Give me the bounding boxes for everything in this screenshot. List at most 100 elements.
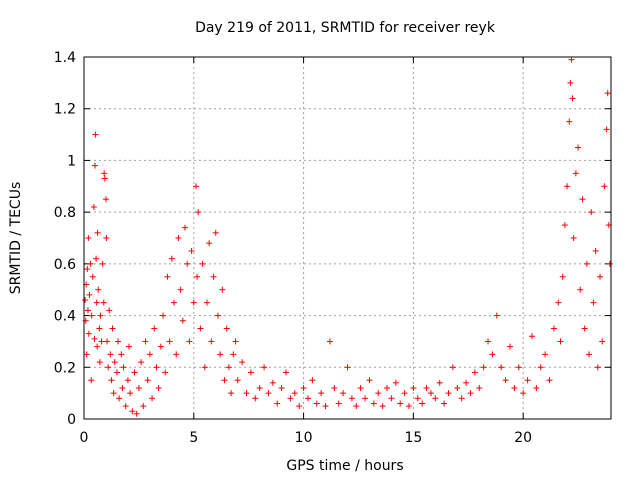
data-point — [104, 338, 111, 345]
data-point — [243, 390, 250, 397]
data-point — [105, 364, 112, 371]
data-point — [221, 377, 228, 384]
y-tick-label: 0.8 — [54, 205, 76, 221]
data-point — [127, 390, 134, 397]
data-point — [520, 390, 527, 397]
data-point — [88, 312, 95, 319]
data-point — [98, 338, 105, 345]
x-tick-label: 5 — [189, 430, 198, 446]
axis-ticks: 0 0.2 0.4 0.6 0.8 1 1.2 1.4 0 5 10 15 20 — [54, 50, 611, 446]
data-point — [436, 379, 443, 386]
data-point — [322, 403, 329, 410]
data-point — [569, 95, 576, 102]
data-point — [353, 403, 360, 410]
data-point — [454, 384, 461, 391]
data-point — [91, 162, 98, 169]
data-point — [463, 379, 470, 386]
data-point — [388, 395, 395, 402]
data-point — [171, 299, 178, 306]
data-point — [94, 229, 101, 236]
data-point — [84, 266, 91, 273]
data-point — [375, 390, 382, 397]
data-point — [225, 364, 232, 371]
data-point — [184, 260, 191, 267]
data-point — [210, 273, 217, 280]
data-point — [107, 351, 114, 358]
data-point — [485, 338, 492, 345]
data-point — [86, 291, 93, 298]
data-point — [85, 235, 92, 241]
data-point — [476, 384, 483, 391]
data-point — [175, 235, 182, 241]
data-point — [590, 299, 597, 306]
data-point — [287, 395, 294, 402]
data-point — [524, 377, 531, 384]
data-point — [592, 247, 599, 254]
data-point — [304, 395, 311, 402]
data-point — [480, 364, 487, 371]
data-point — [160, 312, 167, 319]
data-point — [144, 377, 151, 384]
data-point — [201, 364, 208, 371]
data-point — [555, 299, 562, 306]
data-point — [401, 390, 408, 397]
data-point — [142, 338, 149, 345]
data-point — [511, 384, 518, 391]
data-point — [561, 222, 568, 229]
data-point — [594, 364, 601, 371]
data-point — [579, 196, 586, 203]
data-point — [212, 229, 219, 236]
data-point — [182, 224, 189, 231]
data-point — [108, 377, 115, 384]
data-point — [274, 400, 281, 407]
data-point — [239, 359, 246, 366]
x-axis-title: GPS time / hours — [286, 458, 403, 474]
data-point — [133, 410, 140, 417]
data-point — [410, 384, 417, 391]
data-point — [173, 351, 180, 358]
x-tick-label: 10 — [295, 430, 313, 446]
grid-lines — [84, 57, 611, 419]
data-point — [199, 260, 206, 267]
data-point — [256, 384, 263, 391]
data-point — [195, 209, 202, 216]
data-point — [498, 364, 505, 371]
data-point — [155, 384, 162, 391]
data-point — [129, 408, 136, 415]
data-point — [115, 338, 122, 345]
data-point — [162, 369, 169, 376]
data-point — [118, 351, 125, 358]
data-point — [149, 395, 156, 402]
data-point — [366, 377, 373, 384]
data-point — [557, 338, 564, 345]
data-point — [583, 260, 590, 267]
data-point — [194, 273, 201, 280]
data-point — [188, 247, 195, 254]
data-point — [603, 126, 610, 133]
data-point — [601, 183, 608, 190]
data-point — [340, 390, 347, 397]
data-point — [84, 307, 91, 314]
data-point — [384, 384, 391, 391]
data-point — [109, 325, 116, 332]
data-point — [101, 170, 108, 177]
data-point — [232, 338, 239, 345]
data-point — [318, 390, 325, 397]
y-tick-label: 1.2 — [54, 102, 76, 118]
data-point — [586, 351, 593, 358]
data-point — [88, 377, 95, 384]
data-point — [217, 351, 224, 358]
data-point — [103, 235, 110, 241]
data-point — [151, 325, 158, 332]
data-point — [577, 286, 584, 293]
data-point — [146, 351, 153, 358]
data-point — [370, 400, 377, 407]
data-point — [179, 317, 186, 324]
y-tick-label: 0 — [67, 412, 76, 428]
data-point — [110, 390, 117, 397]
data-point — [89, 273, 96, 280]
data-point — [206, 240, 213, 247]
y-tick-label: 0.4 — [54, 309, 76, 325]
data-point — [93, 299, 100, 306]
